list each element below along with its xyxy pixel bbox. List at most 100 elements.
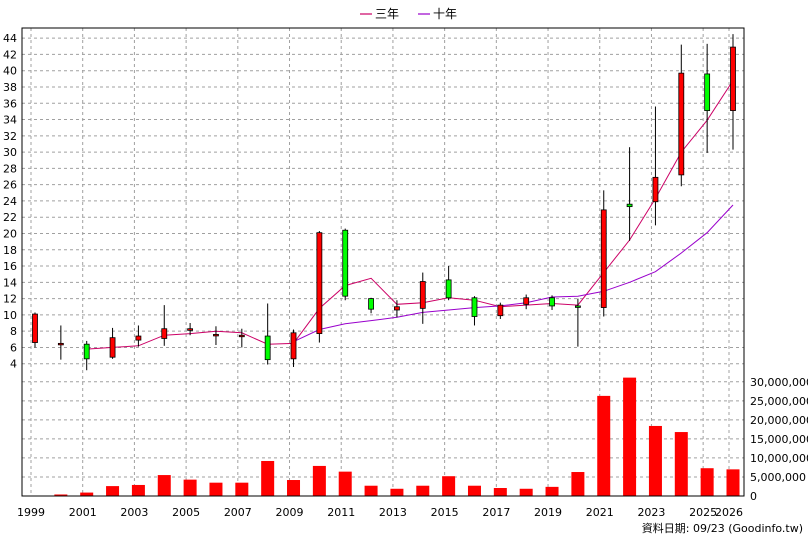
- price-tick-label: 36: [3, 97, 17, 110]
- candle: [497, 302, 504, 319]
- candle-body: [471, 297, 478, 317]
- candle-body: [109, 337, 116, 358]
- source-note: 資料日期: 09/23 (Goodinfo.tw): [642, 521, 803, 535]
- price-tick-label: 16: [3, 260, 17, 273]
- price-tick-label: 42: [3, 48, 17, 61]
- candle-body: [523, 297, 530, 305]
- volume-bar: [106, 486, 120, 496]
- candle-body: [135, 335, 142, 341]
- volume-tick-label: 15,000,000: [750, 433, 808, 446]
- volume-bar: [235, 482, 249, 496]
- candle-body: [290, 332, 297, 360]
- volume-bar: [623, 377, 637, 496]
- volume-bar: [700, 468, 714, 496]
- volume-bar: [442, 476, 456, 496]
- x-tick-label: 2026: [715, 506, 743, 519]
- candle: [419, 272, 426, 324]
- volume-bar: [519, 488, 533, 496]
- candle: [574, 298, 581, 347]
- candle-body: [445, 279, 452, 299]
- volume-bars: [28, 377, 740, 497]
- candles: [32, 34, 736, 371]
- volume-bar: [157, 475, 171, 496]
- candle-body: [497, 304, 504, 317]
- candle: [445, 266, 452, 301]
- candle: [678, 44, 685, 187]
- volume-bar: [493, 488, 507, 496]
- price-tick-label: 32: [3, 130, 17, 143]
- x-tick-label: 2009: [276, 506, 304, 519]
- candle: [652, 106, 659, 226]
- volume-tick-label: 0: [750, 490, 757, 503]
- price-tick-label: 24: [3, 195, 17, 208]
- legend-label: 三年: [375, 7, 399, 21]
- x-tick-label: 2001: [69, 506, 97, 519]
- ma-10yr-line: [293, 204, 734, 343]
- moving-averages: [86, 80, 734, 350]
- volume-bar: [726, 469, 740, 496]
- candle: [316, 231, 323, 343]
- price-tick-label: 14: [3, 276, 17, 289]
- candle: [600, 190, 607, 317]
- volume-bar: [261, 460, 275, 496]
- candle-body: [264, 335, 271, 361]
- candle: [264, 303, 271, 365]
- volume-tick-label: 20,000,000: [750, 414, 808, 427]
- candle: [161, 305, 168, 346]
- candle: [342, 228, 349, 301]
- candle: [32, 312, 38, 348]
- candle: [704, 43, 711, 153]
- candle: [730, 34, 736, 150]
- volume-bar: [80, 492, 94, 496]
- x-tick-label: 2019: [534, 506, 562, 519]
- candle-body: [626, 203, 633, 208]
- x-tick-label: 2025: [689, 506, 717, 519]
- price-tick-label: 22: [3, 211, 17, 224]
- volume-bar: [287, 480, 301, 496]
- candle-body: [57, 342, 64, 346]
- price-tick-label: 20: [3, 227, 17, 240]
- ma-3yr-line: [86, 80, 734, 350]
- candle: [213, 326, 219, 345]
- candle-body: [238, 334, 245, 338]
- candle: [368, 297, 374, 314]
- price-tick-label: 30: [3, 146, 17, 159]
- candle-body: [316, 232, 323, 335]
- candle-body: [678, 72, 685, 176]
- volume-bar: [545, 486, 559, 496]
- candle-body: [368, 298, 374, 310]
- x-tick-label: 2007: [224, 506, 252, 519]
- candle: [290, 329, 297, 367]
- candle-body: [342, 229, 349, 297]
- volume-bar: [338, 471, 352, 496]
- price-tick-label: 4: [10, 358, 17, 371]
- x-tick-label: 2015: [431, 506, 459, 519]
- candle: [523, 294, 530, 310]
- price-tick-label: 18: [3, 244, 17, 257]
- x-tick-label: 2013: [379, 506, 407, 519]
- candle-body: [213, 334, 219, 337]
- volume-bar: [467, 485, 481, 496]
- volume-bar: [131, 484, 145, 496]
- candle: [187, 323, 194, 336]
- candle: [549, 295, 555, 310]
- x-tick-label: 2011: [327, 506, 355, 519]
- x-tick-label: 2017: [482, 506, 510, 519]
- volume-bar: [54, 494, 68, 496]
- candle: [57, 325, 64, 360]
- candle: [238, 328, 245, 348]
- plot-frame: [21, 27, 745, 497]
- volume-tick-label: 10,000,000: [750, 452, 808, 465]
- candle: [394, 300, 400, 318]
- candle-body: [652, 176, 659, 203]
- candle-body: [704, 73, 711, 111]
- price-tick-label: 26: [3, 179, 17, 192]
- price-tick-label: 12: [3, 293, 17, 306]
- candle-body: [32, 313, 38, 343]
- candle-body: [730, 46, 736, 111]
- price-tick-label: 6: [10, 341, 17, 354]
- volume-tick-label: 25,000,000: [750, 395, 808, 408]
- volume-bar: [209, 482, 223, 496]
